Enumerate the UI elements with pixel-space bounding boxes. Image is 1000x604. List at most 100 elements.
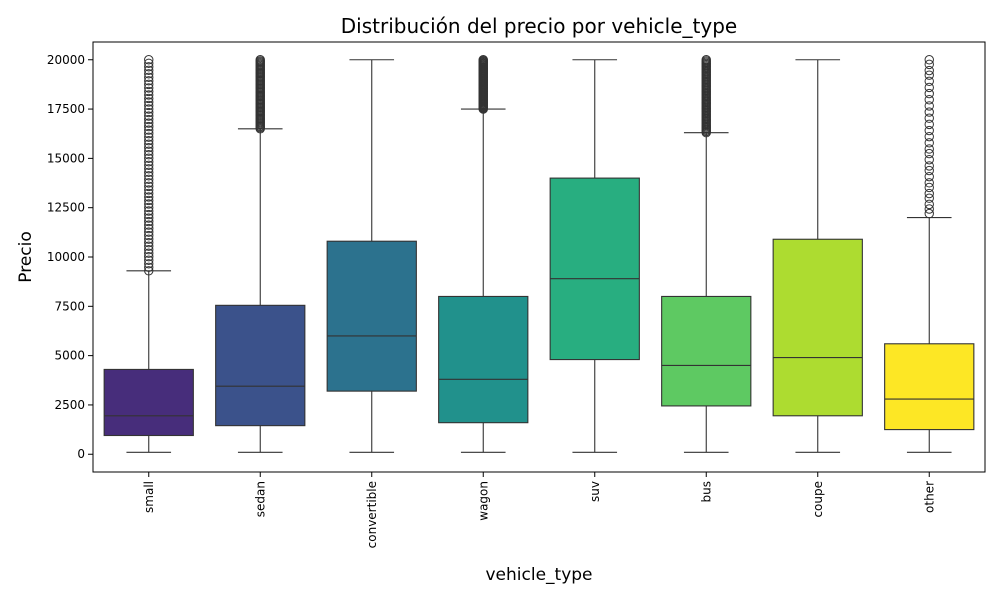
y-tick-label: 10000 [47, 250, 85, 264]
outlier-point [144, 104, 154, 114]
outlier-point [144, 139, 154, 149]
outlier-point [924, 188, 934, 199]
outlier-point [701, 55, 711, 65]
outlier-point [144, 220, 154, 230]
outlier-point [144, 237, 154, 248]
box-iqr [326, 240, 417, 392]
outlier-point [144, 167, 154, 178]
outlier-point [924, 148, 934, 159]
outlier-point [144, 150, 154, 160]
outliers [924, 55, 934, 219]
outlier-point [144, 192, 154, 202]
outlier-point [144, 185, 154, 195]
outlier-point [144, 245, 154, 255]
outlier-point [924, 161, 934, 171]
outlier-point [144, 72, 154, 83]
outlier-point [144, 206, 154, 216]
outlier-point [144, 262, 154, 272]
outlier-point [924, 204, 934, 214]
outlier-point [144, 227, 154, 237]
outlier-point [144, 65, 154, 76]
outlier-point [144, 199, 154, 209]
outlier-point [144, 202, 154, 213]
outlier-point [144, 171, 154, 181]
outlier-point [255, 55, 265, 65]
outlier-point [144, 153, 154, 163]
y-tick-label: 20000 [47, 53, 85, 67]
outliers [701, 55, 711, 138]
outlier-point [144, 100, 154, 111]
outlier-point [924, 59, 934, 70]
outlier-point [924, 178, 934, 188]
y-tick-label: 2500 [54, 398, 85, 412]
x-axis: small sedan convertible wagon suv bus coupe oth… [142, 472, 936, 548]
outlier-point [144, 266, 154, 276]
y-tick-label: 12500 [47, 201, 85, 215]
outlier-point [924, 208, 934, 219]
outlier-point [144, 121, 154, 132]
outlier-point [144, 259, 154, 269]
outlier-point [144, 111, 154, 121]
x-tick-label: convertible [365, 481, 379, 548]
outlier-point [924, 70, 934, 80]
x-tick-label: bus [699, 481, 713, 502]
outlier-point [144, 128, 154, 139]
box-convertible [326, 59, 417, 453]
outlier-point [144, 125, 154, 135]
x-tick-label: wagon [476, 481, 490, 521]
box-small [103, 55, 194, 453]
y-axis: 0 2500 5000 7500 10000 12500 15000 17500 20000 [47, 53, 93, 461]
box-iqr [549, 177, 640, 361]
outlier-point [144, 93, 154, 104]
outlier-point [924, 119, 934, 130]
x-tick-label: suv [588, 481, 602, 502]
outlier-point [144, 223, 154, 234]
outlier-point [144, 55, 154, 65]
box-iqr [772, 238, 863, 417]
outlier-point [144, 160, 154, 170]
y-tick-label: 17500 [47, 102, 85, 116]
plot-area [92, 41, 986, 473]
outlier-point [144, 174, 154, 185]
outlier-point [144, 146, 154, 156]
outlier-point [144, 114, 154, 125]
outlier-point [478, 55, 488, 65]
y-tick-label: 7500 [54, 299, 85, 313]
outlier-point [924, 113, 934, 123]
box-other [884, 55, 975, 453]
outlier-point [144, 188, 154, 199]
outlier-point [144, 195, 154, 206]
outlier-point [924, 55, 934, 65]
outlier-point [144, 90, 154, 100]
outlier-point [924, 88, 934, 99]
box-iqr [103, 368, 194, 437]
box-bus [661, 55, 752, 453]
x-tick-label: coupe [811, 481, 825, 518]
outlier-point [144, 178, 154, 188]
outlier-point [144, 107, 154, 118]
outlier-point [144, 58, 154, 68]
outlier-point [924, 65, 934, 76]
box-suv [549, 59, 640, 453]
outlier-point [144, 86, 154, 97]
outlier-point [924, 182, 934, 193]
x-tick-label: sedan [253, 481, 267, 517]
outlier-point [144, 76, 154, 86]
outlier-point [144, 213, 154, 223]
outlier-point [144, 181, 154, 192]
y-tick-label: 15000 [47, 151, 85, 165]
outlier-point [144, 118, 154, 128]
outlier-point [144, 230, 154, 241]
outlier-point [924, 95, 934, 105]
outliers [255, 55, 265, 134]
outlier-point [924, 171, 934, 182]
outlier-point [144, 255, 154, 265]
box-sedan [215, 55, 306, 453]
outlier-point [924, 101, 934, 111]
outlier-point [924, 165, 934, 176]
box-iqr [884, 343, 975, 431]
y-tick-label: 0 [77, 447, 85, 461]
outlier-point [924, 82, 934, 93]
